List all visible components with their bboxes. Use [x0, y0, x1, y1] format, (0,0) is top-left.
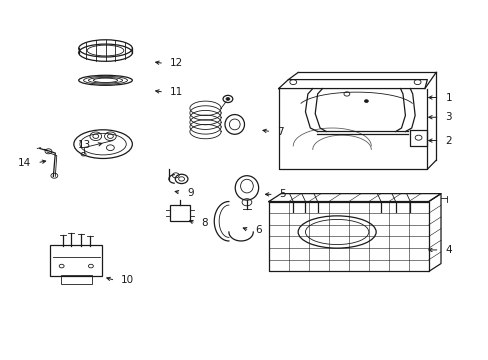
Text: 5: 5 — [279, 189, 285, 199]
Text: 13: 13 — [78, 140, 91, 150]
Circle shape — [225, 98, 229, 100]
Text: 8: 8 — [201, 218, 208, 228]
Text: 2: 2 — [445, 136, 451, 145]
Text: 3: 3 — [445, 112, 451, 122]
Text: 10: 10 — [121, 275, 134, 285]
Text: 14: 14 — [18, 158, 31, 168]
Text: 1: 1 — [445, 93, 451, 103]
Text: 12: 12 — [169, 58, 183, 68]
Circle shape — [364, 100, 367, 103]
Text: 6: 6 — [255, 225, 261, 235]
Text: 11: 11 — [169, 87, 183, 97]
Text: 7: 7 — [277, 127, 283, 136]
Text: 9: 9 — [186, 188, 193, 198]
Text: 4: 4 — [445, 245, 451, 255]
